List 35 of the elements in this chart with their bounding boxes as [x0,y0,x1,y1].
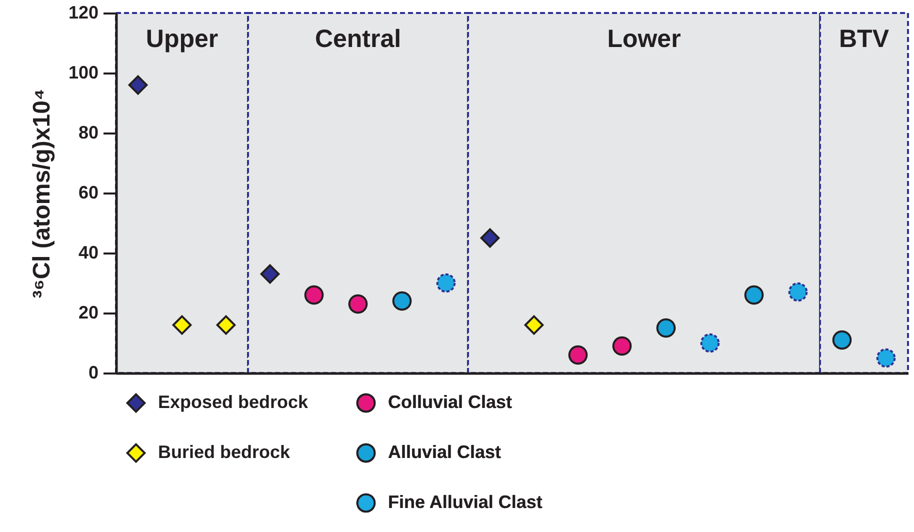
point [216,315,236,335]
y-axis-title: ³⁶Cl (atoms/g)x10⁴ [28,88,56,298]
point [568,345,588,365]
point [304,285,324,305]
annotation: BTV [839,25,890,53]
y-tick-label: 20 [78,302,98,322]
point [832,330,852,350]
point [788,282,808,302]
legend-label: Colluvial Clast [388,392,512,412]
point [524,315,544,335]
point [260,264,280,284]
y-tick-label: 120 [68,2,98,22]
point [656,318,676,338]
legend-label: Exposed bedrock [158,392,310,412]
y-tick-label: 60 [78,182,98,202]
legend-label: Buried bedrock [158,442,292,462]
point [348,294,368,314]
point [700,333,720,353]
point [436,273,456,293]
y-tick-label: 0 [88,362,98,382]
point [876,348,896,368]
point [612,336,632,356]
point [480,228,500,248]
y-tick-label: 40 [78,242,98,262]
annotation: Upper [146,25,218,53]
y-tick-label: 80 [78,122,98,142]
annotation: Lower [607,25,682,53]
legend-label: Alluvial Clast [388,442,502,462]
point [128,75,148,95]
point [744,285,764,305]
point [392,291,412,311]
annotation: Central [314,25,402,53]
y-tick-label: 100 [68,62,98,82]
point [172,315,192,335]
legend-label: Fine Alluvial Clast [388,492,542,512]
